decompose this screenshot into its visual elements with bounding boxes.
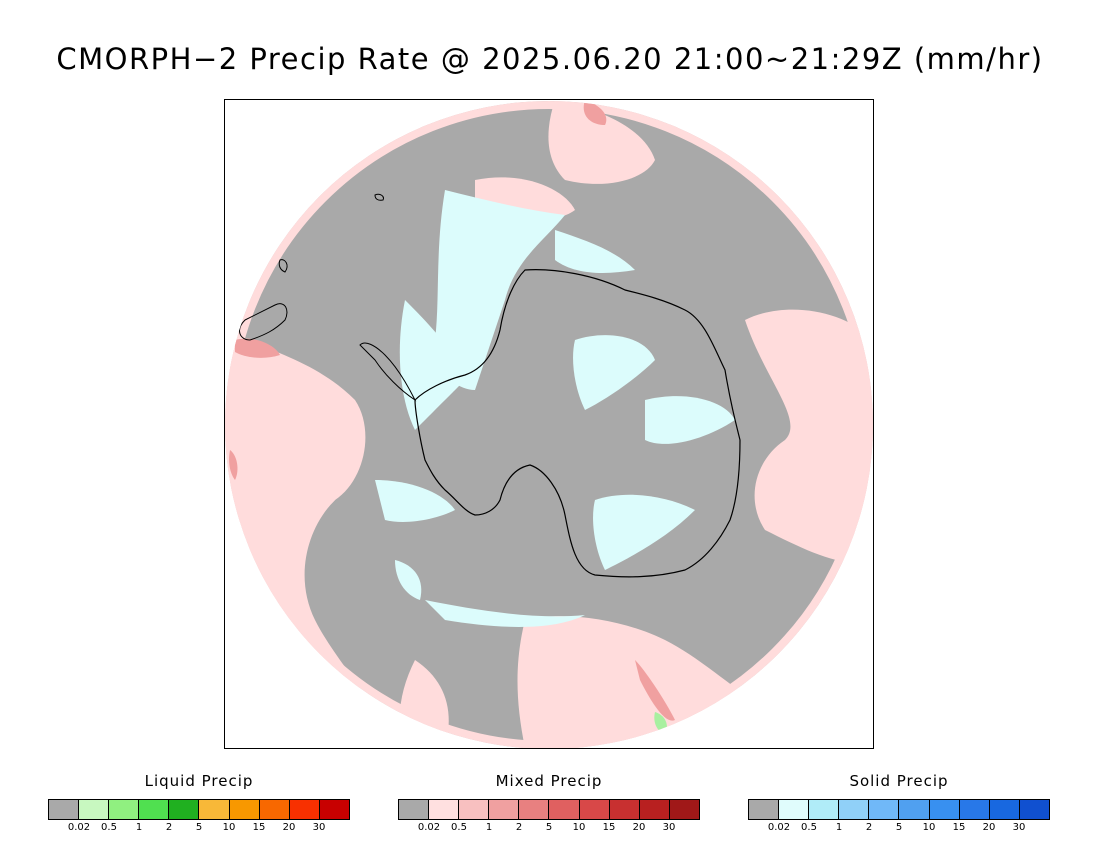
legend-swatch	[609, 800, 640, 819]
legend-solid-precip: Solid Precip 0.02 0.5 1 2 5 10 15 20 30	[748, 772, 1050, 836]
legend-mixed-precip: Mixed Precip 0.02 0.5 1 2 5 10 15 20 30	[398, 772, 700, 836]
legend-tick-label: 1	[485, 822, 493, 833]
map-background	[225, 101, 873, 748]
legend-tick-label: 2	[515, 822, 523, 833]
legend-ticks: 0.02 0.5 1 2 5 10 15 20 30	[48, 822, 350, 836]
polar-map	[225, 101, 873, 748]
legend-swatch	[959, 800, 990, 819]
map-frame	[224, 99, 874, 749]
legend-swatch	[749, 800, 780, 819]
antarctic-peninsula-coastline	[359, 342, 417, 402]
legend-swatch	[809, 800, 840, 819]
legend-tick-label: 1	[135, 822, 143, 833]
legend-swatch	[139, 800, 170, 819]
legend-swatch	[549, 800, 580, 819]
legend-swatch	[489, 800, 520, 819]
legend-color-bar	[48, 799, 350, 820]
legend-tick-label: 30	[662, 822, 676, 833]
solid-precip-areas	[375, 190, 735, 627]
legend-tick-label: 10	[222, 822, 236, 833]
legend-ticks: 0.02 0.5 1 2 5 10 15 20 30	[398, 822, 700, 836]
legend-swatch	[459, 800, 490, 819]
legend-swatch	[989, 800, 1020, 819]
legend-tick-label: 5	[895, 822, 903, 833]
legend-swatch	[259, 800, 290, 819]
legend-liquid-precip: Liquid Precip 0.02 0.5 1 2 5 10 15 20 30	[48, 772, 350, 836]
legend-swatch	[109, 800, 140, 819]
legend-tick-label: 30	[1012, 822, 1026, 833]
legend-tick-label: 15	[602, 822, 616, 833]
legend-tick-label: 0.5	[101, 822, 117, 833]
legend-tick-label: 10	[922, 822, 936, 833]
legend-swatch	[839, 800, 870, 819]
legend-swatch	[639, 800, 670, 819]
legend-swatch	[199, 800, 230, 819]
legend-ticks: 0.02 0.5 1 2 5 10 15 20 30	[748, 822, 1050, 836]
legend-tick-label: 0.5	[451, 822, 467, 833]
legend-tick-label: 2	[865, 822, 873, 833]
legend-swatch	[669, 800, 699, 819]
legend-tick-label: 5	[195, 822, 203, 833]
south-america-coastline	[239, 303, 288, 341]
legend-swatch	[929, 800, 960, 819]
legend-swatch	[229, 800, 260, 819]
legend-swatch	[519, 800, 550, 819]
legend-tick-label: 0.02	[417, 822, 441, 833]
legend-swatch	[319, 800, 349, 819]
legend-swatch	[79, 800, 110, 819]
legend-color-bar	[748, 799, 1050, 820]
mixed-precip-moderate	[229, 101, 675, 721]
legend-title: Mixed Precip	[495, 772, 603, 790]
legend-tick-label: 1	[835, 822, 843, 833]
legend-color-bar	[398, 799, 700, 820]
south-georgia-coastline	[374, 193, 384, 201]
legend-tick-label: 20	[982, 822, 996, 833]
legend-swatch	[49, 800, 80, 819]
legend-swatch	[399, 800, 430, 819]
legend-swatch	[579, 800, 610, 819]
legend-swatch	[869, 800, 900, 819]
legend-tick-label: 0.02	[67, 822, 91, 833]
legend-tick-label: 20	[282, 822, 296, 833]
legend-title: Liquid Precip	[144, 772, 254, 790]
legend-tick-label: 2	[165, 822, 173, 833]
map-title: CMORPH−2 Precip Rate @ 2025.06.20 21:00~…	[56, 42, 1044, 76]
legend-swatch	[289, 800, 320, 819]
legend-swatch	[1019, 800, 1049, 819]
legend-swatch	[169, 800, 200, 819]
legend-title: Solid Precip	[849, 772, 949, 790]
legend-tick-label: 15	[952, 822, 966, 833]
legend-swatch	[899, 800, 930, 819]
legend-tick-label: 0.5	[801, 822, 817, 833]
legend-tick-label: 10	[572, 822, 586, 833]
legend-tick-label: 0.02	[767, 822, 791, 833]
legend-swatch	[779, 800, 810, 819]
legend-tick-label: 15	[252, 822, 266, 833]
legend-tick-label: 30	[312, 822, 326, 833]
legend-swatch	[429, 800, 460, 819]
falkland-islands-coastline	[278, 259, 288, 273]
legend-tick-label: 20	[632, 822, 646, 833]
legend-tick-label: 5	[545, 822, 553, 833]
